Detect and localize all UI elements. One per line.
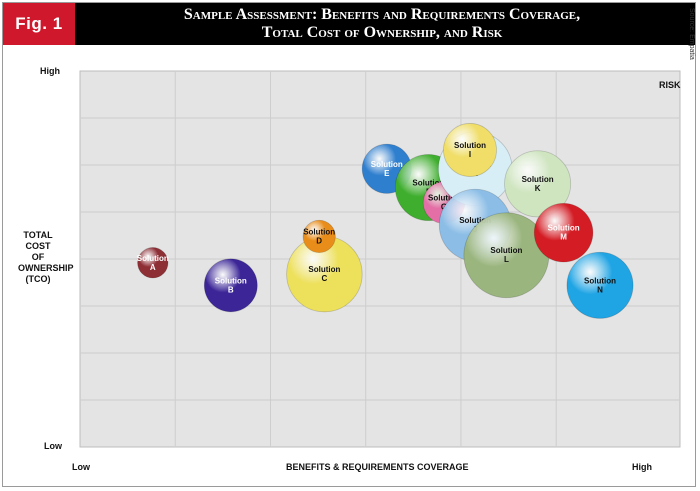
bubble-label-line2: A	[150, 263, 156, 272]
bubble-label-line1: Solution	[303, 227, 335, 236]
bubble-label-line1: Solution	[584, 276, 616, 285]
bubble-label-line1: Solution	[548, 224, 580, 233]
y-low-label: Low	[44, 441, 62, 451]
bubble-label-line1: Solution	[215, 276, 247, 285]
header-bar	[3, 3, 695, 45]
bubbles: SolutionASolutionBSolutionCSolutionDSolu…	[137, 123, 634, 319]
chart-title: Sample Assessment: Benefits and Requirem…	[80, 6, 684, 42]
bubble-label-line2: L	[504, 255, 509, 264]
y-axis-label-line: OWNERSHIP	[18, 263, 74, 273]
bubble-label-line1: Solution	[137, 254, 169, 263]
y-axis-label-line: (TCO)	[25, 274, 51, 284]
bubble-label-line1: Solution	[428, 194, 460, 203]
bubble-label-line2: N	[597, 285, 603, 294]
bubble-label-line1: Solution	[412, 179, 444, 188]
source-credit: Source: Empatia	[688, 8, 695, 60]
y-high-label: High	[40, 66, 60, 76]
bubble-label-line2: I	[469, 150, 471, 159]
bubble-label-line1: Solution	[308, 265, 340, 274]
bubble-circle	[566, 251, 634, 319]
risk-label: RISK	[659, 80, 681, 90]
bubble-label-line2: K	[535, 184, 541, 193]
figure-frame	[2, 2, 696, 487]
x-low-label: Low	[72, 462, 90, 472]
bubble-label-line1: Solution	[371, 160, 403, 169]
bubble-label-line2: M	[560, 233, 567, 242]
bubble-circle	[504, 150, 572, 218]
y-axis-label: TOTAL COST OF OWNERSHIP (TCO)	[18, 230, 74, 285]
bubble-label-line1: Solution	[454, 141, 486, 150]
title-line-2: Total Cost of Ownership, and Risk	[261, 24, 503, 41]
bubble-label-line2: G	[441, 203, 447, 212]
title-line-1: Sample Assessment: Benefits and Requirem…	[183, 6, 581, 23]
figure-badge: Fig. 1	[3, 3, 75, 45]
y-axis-label-line: TOTAL	[23, 230, 53, 240]
bubble-label-line2: E	[384, 169, 390, 178]
x-high-label: High	[632, 462, 652, 472]
bubble-label-line1: Solution	[459, 216, 491, 225]
bubble-circle	[302, 219, 336, 253]
y-axis-label-line: COST	[25, 241, 51, 251]
bubble-label-line2: C	[322, 274, 328, 283]
bubble-circle	[137, 247, 169, 279]
bubble-label-line2: D	[316, 236, 322, 245]
bubble-circle	[443, 123, 497, 177]
bubble-label-line2: B	[228, 285, 234, 294]
bubble-circle	[203, 258, 258, 313]
bubble-label-line1: Solution	[490, 246, 522, 255]
bubble-label-line1: Solution	[522, 175, 554, 184]
bubble-circle	[533, 202, 594, 263]
y-axis-label-line: OF	[31, 252, 45, 262]
x-axis-label: BENEFITS & REQUIREMENTS COVERAGE	[286, 462, 469, 472]
